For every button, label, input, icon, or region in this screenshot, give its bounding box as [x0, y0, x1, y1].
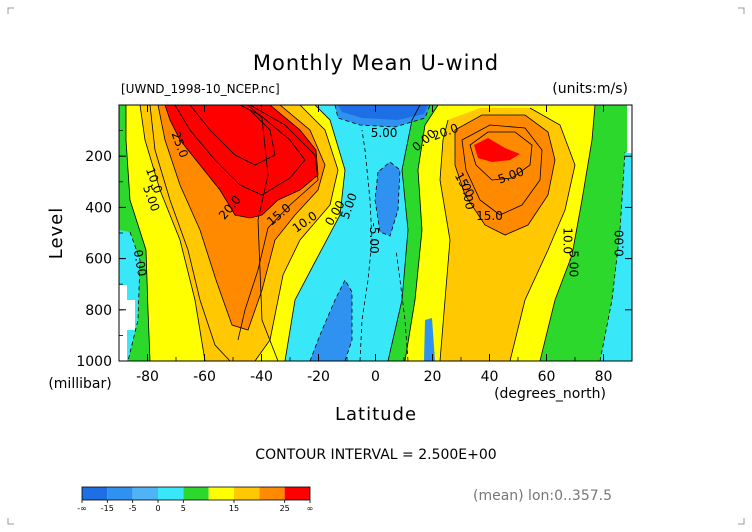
colorbar-swatch: [82, 487, 108, 500]
colorbar-tick-label: 25: [280, 504, 290, 513]
colorbar-swatch: [208, 487, 234, 500]
colorbar: -∞ -15 -5 0 5 15 25 ∞: [77, 486, 314, 513]
y-tick-label: 1000: [76, 354, 112, 370]
contour-label: 0.00: [612, 230, 626, 257]
y-tick-label: 800: [85, 303, 112, 319]
colorbar-swatch: [183, 487, 209, 500]
x-tick-label: -20: [307, 369, 330, 385]
x-axis-title: Latitude: [335, 404, 417, 425]
x-tick-label: -60: [193, 369, 216, 385]
colorbar-tick-label: 5: [181, 504, 186, 513]
x-tick-label: 40: [481, 369, 499, 385]
contour-interval: CONTOUR INTERVAL = 2.500E+00: [255, 447, 496, 463]
y-unit-label: (millibar): [48, 376, 111, 392]
colorbar-tick-label: -15: [101, 504, 114, 513]
colorbar-swatch: [107, 487, 133, 500]
colorbar-frame: [81, 486, 311, 501]
colorbar-tick-label: 15: [229, 504, 239, 513]
negative-contour-lines: [127, 105, 626, 361]
x-tick-label: 80: [595, 369, 613, 385]
missing-data: [119, 105, 632, 361]
colorbar-swatch: [132, 487, 158, 500]
plot-area: [119, 105, 632, 361]
chart-title: Monthly Mean U-wind: [253, 51, 499, 75]
contour-label: 15.0: [476, 209, 503, 223]
contour-label: 5.00: [371, 126, 398, 140]
y-axis-title: Level: [46, 207, 67, 260]
contour-label: 0.00: [459, 182, 477, 211]
subset-label: (mean) lon:0..357.5: [473, 488, 612, 504]
colorbar-tick-label: -5: [129, 504, 137, 513]
colorbar-tick-label: 0: [155, 504, 160, 513]
x-axis: -80 -60 -40 -20 0 20 40 60 80: [118, 105, 633, 385]
x-tick-label: 20: [424, 369, 442, 385]
x-tick-label: 0: [371, 369, 380, 385]
x-tick-label: -80: [136, 369, 159, 385]
x-tick-label: 60: [538, 369, 556, 385]
negative-dark-blue: [338, 105, 428, 120]
page-corner-marks: [7, 7, 745, 525]
red-core: [165, 105, 520, 218]
dataset-label: [UWND_1998-10_NCEP.nc]: [121, 82, 280, 96]
contour-lines: [125, 105, 596, 361]
y-axis: 200 400 600 800 1000: [76, 130, 632, 370]
contour-label: -5.00: [367, 223, 381, 254]
contour-label: 0.00: [131, 249, 149, 278]
colorbar-swatch: [284, 487, 310, 500]
y-tick-label: 400: [85, 200, 112, 216]
units-label: (units:m/s): [552, 81, 628, 97]
contour-label: 5.00: [566, 250, 580, 277]
contour-label: 10.0: [561, 227, 575, 254]
colorbar-swatch: [259, 487, 285, 500]
y-tick-label: 600: [85, 252, 112, 268]
colorbar-tick-label: -∞: [77, 504, 87, 513]
x-tick-label: -40: [250, 369, 273, 385]
colorbar-swatch: [158, 487, 184, 500]
colorbar-swatch: [234, 487, 260, 500]
colorbar-tick-label: ∞: [307, 504, 314, 513]
x-unit-label: (degrees_north): [494, 386, 606, 402]
y-tick-label: 200: [85, 149, 112, 165]
